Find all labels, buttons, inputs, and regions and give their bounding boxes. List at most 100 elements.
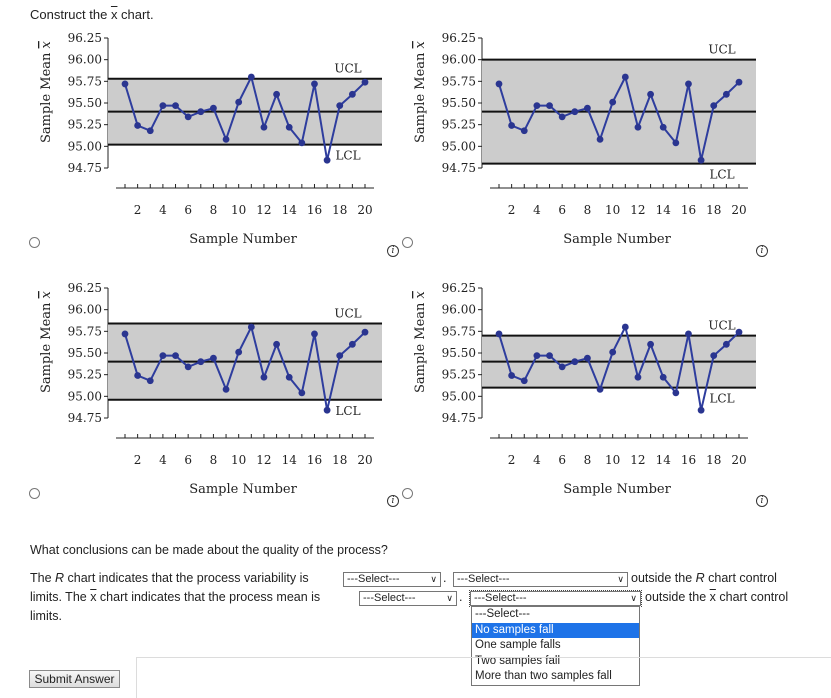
y-tick-label: 96.00 xyxy=(68,53,102,67)
data-point xyxy=(685,330,692,338)
data-point xyxy=(634,123,642,131)
dropdown-list[interactable]: ---Select--- No samples fall One sample … xyxy=(471,606,640,686)
data-point xyxy=(361,78,369,86)
x-tick-label: 18 xyxy=(332,203,347,217)
radio-option-d[interactable] xyxy=(402,488,413,499)
dot-2: . xyxy=(459,590,463,604)
data-point xyxy=(609,98,617,106)
y-tick-label: 96.25 xyxy=(68,281,102,295)
data-point xyxy=(311,330,318,338)
data-point xyxy=(273,90,280,98)
data-point xyxy=(495,330,503,338)
variability-select[interactable]: ---Select--- ∨ xyxy=(343,572,441,587)
r-chart-count-select[interactable]: ---Select--- ∨ xyxy=(453,572,628,587)
y-tick-label: 96.25 xyxy=(442,31,476,45)
x-tick-label: 18 xyxy=(706,203,721,217)
data-point xyxy=(146,377,154,385)
prompt-xbar: x xyxy=(110,7,118,22)
info-icon-d[interactable]: i xyxy=(756,495,768,507)
mean-select[interactable]: ---Select--- ∨ xyxy=(359,591,457,606)
data-point xyxy=(558,363,566,371)
data-point xyxy=(584,354,591,362)
y-tick-label: 95.00 xyxy=(442,389,476,403)
x-tick-label: 6 xyxy=(184,453,192,467)
data-point xyxy=(172,352,179,359)
submit-answer-button[interactable]: Submit Answer xyxy=(29,670,120,688)
y-tick-label: 95.75 xyxy=(442,324,476,338)
x-axis-label: Sample Number xyxy=(189,232,297,247)
data-point xyxy=(184,363,192,371)
radio-option-b[interactable] xyxy=(402,237,413,248)
data-point xyxy=(533,352,541,359)
ucl-label: UCL xyxy=(708,319,735,333)
info-icon-a[interactable]: i xyxy=(387,245,399,257)
data-point xyxy=(508,122,516,129)
data-point xyxy=(361,328,369,336)
data-point xyxy=(336,352,344,359)
data-point xyxy=(121,330,129,338)
y-tick-label: 95.25 xyxy=(68,368,102,382)
data-point xyxy=(159,102,167,109)
x-tick-label: 4 xyxy=(159,203,167,217)
radio-option-c[interactable] xyxy=(29,488,40,499)
x-tick-label: 20 xyxy=(731,203,746,217)
sentence-line-2-end: outside the x chart control xyxy=(645,590,789,604)
x-tick-label: 12 xyxy=(256,453,271,467)
chevron-down-icon: ∨ xyxy=(446,593,453,603)
data-point xyxy=(298,139,306,147)
data-point xyxy=(146,127,154,135)
data-point xyxy=(159,352,167,359)
info-icon-c[interactable]: i xyxy=(387,495,399,507)
data-point xyxy=(495,80,503,88)
x-tick-label: 14 xyxy=(656,453,672,467)
data-point xyxy=(596,386,604,393)
data-point xyxy=(260,373,268,381)
data-point xyxy=(710,102,718,109)
y-tick-label: 96.00 xyxy=(442,53,476,67)
dropdown-option-highlighted[interactable]: No samples fall xyxy=(472,622,639,638)
y-tick-label: 95.25 xyxy=(68,118,102,132)
work-area xyxy=(136,657,831,698)
y-tick-label: 95.75 xyxy=(68,324,102,338)
data-point xyxy=(336,102,344,109)
x-tick-label: 6 xyxy=(184,203,192,217)
lcl-label: LCL xyxy=(335,404,360,418)
data-point xyxy=(235,98,243,106)
data-point xyxy=(520,377,528,385)
x-tick-label: 14 xyxy=(282,453,298,467)
x-chart-count-select[interactable]: ---Select--- ∨ xyxy=(469,590,642,607)
y-tick-label: 95.25 xyxy=(442,118,476,132)
x-tick-label: 4 xyxy=(159,453,167,467)
data-point xyxy=(197,358,205,366)
y-tick-label: 95.50 xyxy=(442,346,476,360)
y-axis-label: Sample Mean x xyxy=(413,40,428,143)
chart-option-b: Sample Mean x 96.25 96.00 95.75 95.50 95.25 95… xyxy=(412,28,757,253)
data-point xyxy=(672,389,680,397)
y-tick-label: 95.50 xyxy=(68,346,102,360)
x-tick-label: 8 xyxy=(584,203,592,217)
data-point xyxy=(222,386,230,393)
x-tick-label: 8 xyxy=(210,203,218,217)
dropdown-option[interactable]: ---Select--- xyxy=(475,608,530,620)
y-tick-label: 96.00 xyxy=(442,303,476,317)
radio-option-a[interactable] xyxy=(29,237,40,248)
sentence-line-1-end: outside the R chart control xyxy=(631,571,777,585)
data-point xyxy=(247,73,255,81)
dot-1: . xyxy=(443,571,447,585)
x-tick-label: 16 xyxy=(681,453,696,467)
data-point xyxy=(311,80,318,88)
data-point xyxy=(647,90,654,98)
dropdown-option[interactable]: One sample falls xyxy=(475,639,561,651)
x-tick-label: 8 xyxy=(584,453,592,467)
dropdown-option[interactable]: More than two samples fall xyxy=(475,670,612,682)
data-point xyxy=(621,323,629,331)
chart-svg: Sample Mean x 96.25 96.00 95.75 95.50 95.25 95… xyxy=(413,281,756,497)
data-point xyxy=(634,373,642,381)
info-icon-b[interactable]: i xyxy=(756,245,768,257)
x-tick-label: 6 xyxy=(558,453,566,467)
data-point xyxy=(722,340,730,348)
data-point xyxy=(285,373,293,381)
y-axis-label: Sample Mean x xyxy=(413,290,428,393)
data-point xyxy=(584,104,591,112)
data-point xyxy=(210,104,217,112)
